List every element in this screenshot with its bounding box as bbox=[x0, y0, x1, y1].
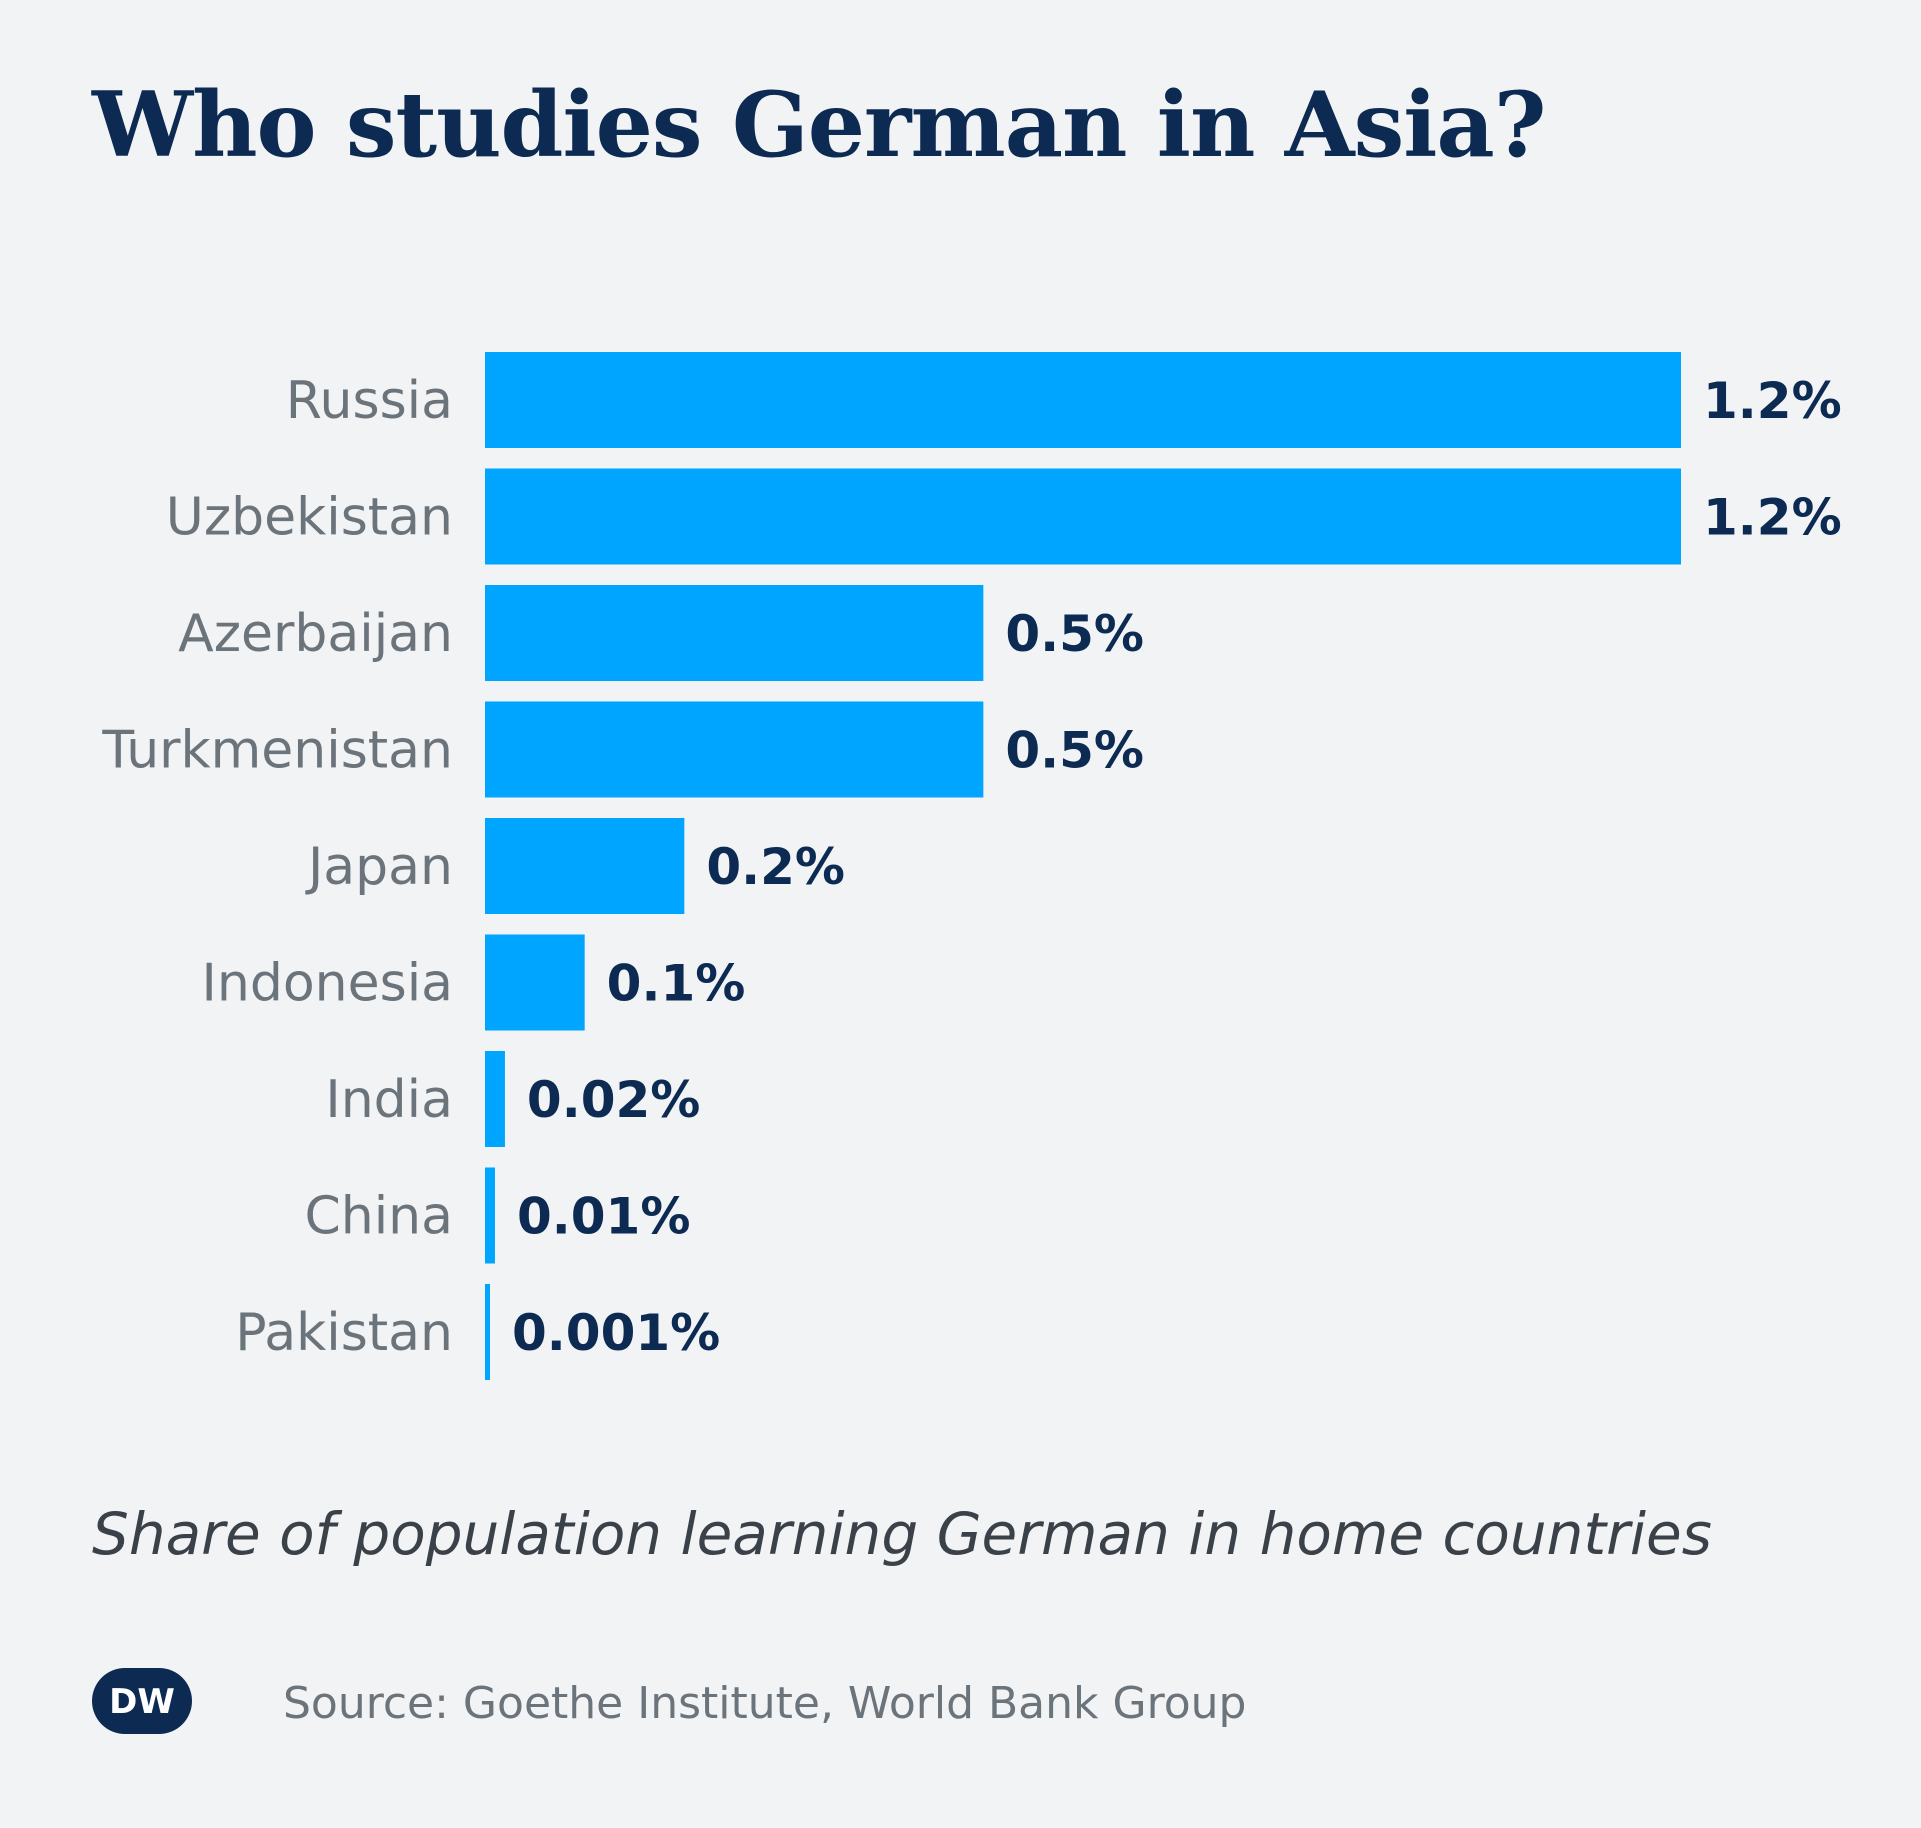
bar-china bbox=[485, 1167, 495, 1264]
category-label-pakistan: Pakistan bbox=[235, 1303, 453, 1363]
value-label-uzbekistan: 1.2% bbox=[1703, 489, 1842, 547]
value-label-azerbaijan: 0.5% bbox=[1005, 605, 1144, 663]
category-label-indonesia: Indonesia bbox=[202, 954, 453, 1014]
bar-russia bbox=[485, 352, 1681, 448]
chart-title: Who studies German in Asia? bbox=[92, 72, 1546, 178]
chart-subtitle: Share of population learning German in h… bbox=[92, 1500, 1712, 1568]
value-label-pakistan: 0.001% bbox=[512, 1304, 720, 1362]
category-label-russia: Russia bbox=[286, 371, 453, 431]
category-label-japan: Japan bbox=[305, 837, 453, 897]
category-label-azerbaijan: Azerbaijan bbox=[178, 604, 453, 664]
bar-chart: Russia 1.2% Uzbekistan 1.2% Azerbaijan 0.5% Tu… bbox=[101, 352, 1842, 1380]
bar-turkmenistan bbox=[485, 701, 984, 798]
value-label-turkmenistan: 0.5% bbox=[1005, 722, 1144, 780]
bar-japan bbox=[485, 818, 685, 914]
category-label-india: India bbox=[325, 1070, 453, 1130]
bar-uzbekistan bbox=[485, 468, 1681, 565]
svg-text:DW: DW bbox=[109, 1682, 175, 1722]
value-label-indonesia: 0.1% bbox=[607, 955, 746, 1013]
category-label-turkmenistan: Turkmenistan bbox=[101, 721, 453, 781]
bar-india bbox=[485, 1051, 505, 1147]
source-note: Source: Goethe Institute, World Bank Gro… bbox=[283, 1678, 1247, 1729]
value-label-russia: 1.2% bbox=[1703, 372, 1842, 430]
bar-pakistan bbox=[485, 1284, 490, 1380]
bar-azerbaijan bbox=[485, 585, 984, 681]
value-label-china: 0.01% bbox=[517, 1188, 690, 1246]
dw-logo: DW bbox=[92, 1668, 192, 1734]
category-label-china: China bbox=[304, 1187, 453, 1247]
category-label-uzbekistan: Uzbekistan bbox=[166, 488, 453, 548]
value-label-india: 0.02% bbox=[527, 1071, 700, 1129]
bar-indonesia bbox=[485, 934, 585, 1031]
value-label-japan: 0.2% bbox=[706, 838, 845, 896]
